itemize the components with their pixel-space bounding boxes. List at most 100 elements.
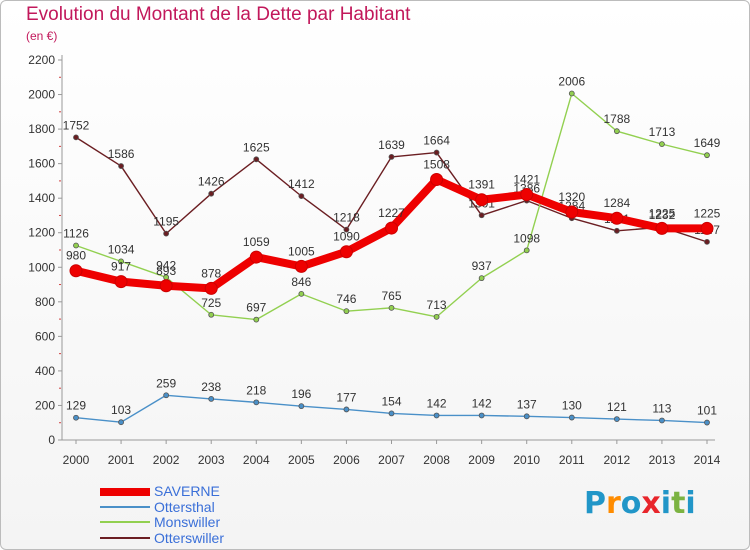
legend-swatch-ottersthal <box>100 505 150 508</box>
data-point-otterswiller <box>118 163 124 169</box>
data-point-ottersthal <box>523 413 530 420</box>
logo-letter: r <box>606 486 621 521</box>
data-label-saverne: 1059 <box>243 235 270 249</box>
data-label-monswiller: 765 <box>381 289 401 303</box>
data-point-ottersthal <box>704 419 710 426</box>
chart-subtitle: (en €) <box>26 29 58 43</box>
legend-swatch-monswiller <box>100 521 150 523</box>
data-label-saverne: 1391 <box>468 178 495 192</box>
data-label-otterswiller: 1625 <box>243 140 270 154</box>
data-point-monswiller <box>73 242 79 249</box>
data-point-saverne <box>700 221 714 235</box>
x-tick-label: 2000 <box>63 453 90 467</box>
data-point-saverne <box>475 193 489 207</box>
data-label-otterswiller: 1232 <box>649 208 676 222</box>
data-label-monswiller: 1126 <box>63 227 89 241</box>
data-label-monswiller: 725 <box>201 296 221 310</box>
legend-label-otterswiller: Otterswiller <box>154 529 225 546</box>
y-tick-label: 400 <box>35 364 55 378</box>
data-label-ottersthal: 121 <box>607 400 627 414</box>
data-point-ottersthal <box>478 412 485 419</box>
data-point-saverne <box>655 221 669 235</box>
data-point-saverne <box>385 221 398 235</box>
legend-label-ottersthal: Ottersthal <box>154 498 215 515</box>
data-point-saverne <box>520 188 534 202</box>
data-label-monswiller: 1713 <box>649 125 676 139</box>
x-tick-label: 2002 <box>153 453 180 467</box>
logo-letter: t <box>671 486 686 521</box>
data-label-monswiller: 942 <box>156 258 176 272</box>
data-point-otterswiller <box>208 190 215 197</box>
data-label-ottersthal: 154 <box>381 394 401 408</box>
data-label-saverne: 1227 <box>378 206 405 220</box>
data-point-monswiller <box>208 311 215 318</box>
data-label-ottersthal: 177 <box>336 390 356 404</box>
data-point-otterswiller <box>253 156 260 163</box>
data-label-monswiller: 1788 <box>604 112 631 126</box>
data-label-ottersthal: 101 <box>697 404 717 418</box>
data-label-monswiller: 1098 <box>513 231 540 245</box>
proxiti-logo: Proxiti <box>584 486 696 521</box>
data-point-ottersthal <box>163 392 170 399</box>
x-tick-label: 2011 <box>559 453 585 467</box>
data-point-ottersthal <box>659 417 665 424</box>
data-point-saverne <box>249 250 263 264</box>
logo-letter: i <box>685 486 696 521</box>
x-tick-label: 2001 <box>108 453 135 467</box>
y-tick-label: 2200 <box>28 53 55 67</box>
data-label-otterswiller: 1218 <box>333 211 360 225</box>
data-point-monswiller <box>613 128 620 135</box>
data-label-monswiller: 746 <box>336 292 356 306</box>
x-tick-label: 2007 <box>378 453 405 467</box>
y-tick-label: 1600 <box>28 157 55 171</box>
data-point-saverne <box>565 205 579 219</box>
data-point-monswiller <box>343 308 350 315</box>
data-point-ottersthal <box>73 414 79 421</box>
data-point-monswiller <box>659 141 665 148</box>
x-tick-label: 2008 <box>423 453 450 467</box>
data-point-ottersthal <box>568 414 575 421</box>
data-point-monswiller <box>388 304 395 311</box>
data-point-monswiller <box>118 258 124 265</box>
data-label-saverne: 1284 <box>604 196 631 210</box>
data-point-saverne <box>114 275 128 289</box>
data-label-otterswiller: 1639 <box>378 138 405 152</box>
data-point-otterswiller <box>163 230 170 237</box>
data-point-ottersthal <box>433 412 440 419</box>
data-label-otterswiller: 1412 <box>288 177 315 191</box>
x-tick-label: 2005 <box>288 453 315 467</box>
data-point-monswiller <box>478 275 485 282</box>
data-point-ottersthal <box>298 403 305 410</box>
data-point-ottersthal <box>253 399 260 406</box>
data-point-saverne <box>610 211 624 225</box>
legend-label-monswiller: Monswiller <box>154 514 221 530</box>
data-point-otterswiller <box>298 193 305 200</box>
data-label-ottersthal: 103 <box>111 403 131 417</box>
data-point-saverne <box>159 279 173 293</box>
data-label-ottersthal: 129 <box>66 399 86 413</box>
data-label-saverne: 1090 <box>333 230 360 244</box>
data-label-saverne: 917 <box>111 260 131 274</box>
y-tick-label: 1000 <box>28 260 55 274</box>
data-label-ottersthal: 130 <box>562 399 582 413</box>
y-tick-label: 1200 <box>28 226 55 240</box>
data-point-otterswiller <box>388 153 395 160</box>
data-label-ottersthal: 142 <box>427 396 447 410</box>
y-tick-label: 600 <box>35 329 55 343</box>
data-point-saverne <box>69 264 83 278</box>
data-point-monswiller <box>253 316 260 323</box>
data-point-ottersthal <box>343 406 350 413</box>
data-point-monswiller <box>433 313 440 320</box>
data-label-otterswiller: 1586 <box>108 147 135 161</box>
y-tick-label: 800 <box>35 295 55 309</box>
data-label-saverne: 1421 <box>513 173 540 187</box>
legend-label-saverne: SAVERNE <box>154 483 220 499</box>
data-label-ottersthal: 218 <box>246 383 266 397</box>
data-point-saverne <box>339 245 353 259</box>
y-tick-label: 1400 <box>28 191 55 205</box>
x-tick-label: 2004 <box>243 453 270 467</box>
x-tick-label: 2010 <box>513 453 540 467</box>
data-point-saverne <box>204 281 218 295</box>
data-point-ottersthal <box>388 410 395 417</box>
